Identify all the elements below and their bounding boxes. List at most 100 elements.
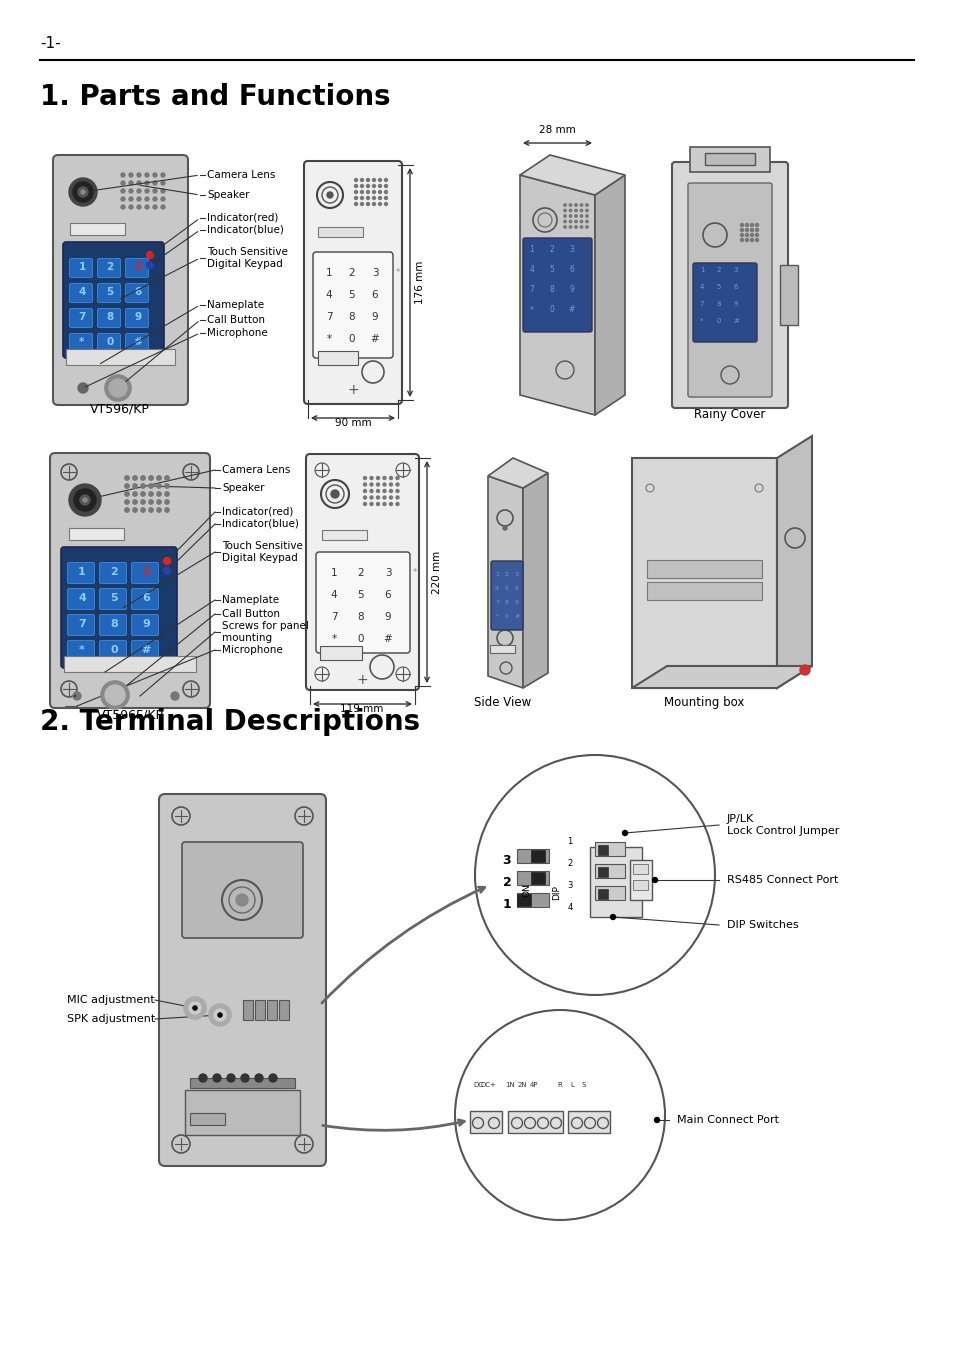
- Circle shape: [750, 223, 753, 226]
- Circle shape: [227, 1074, 234, 1082]
- Circle shape: [74, 489, 96, 510]
- Circle shape: [355, 196, 357, 199]
- Circle shape: [193, 1006, 196, 1010]
- Circle shape: [569, 226, 571, 229]
- Text: 6: 6: [515, 585, 518, 590]
- Circle shape: [161, 181, 165, 185]
- Circle shape: [129, 196, 132, 200]
- Circle shape: [101, 681, 129, 709]
- Text: Speaker: Speaker: [207, 190, 250, 200]
- FancyBboxPatch shape: [70, 309, 92, 328]
- Circle shape: [376, 502, 379, 505]
- Circle shape: [218, 1013, 222, 1017]
- Text: 2: 2: [549, 245, 554, 255]
- Bar: [70, 223, 125, 236]
- Bar: [780, 265, 797, 325]
- Circle shape: [755, 233, 758, 237]
- Text: -1-: -1-: [40, 37, 61, 51]
- Circle shape: [366, 203, 369, 206]
- Bar: [267, 1001, 276, 1020]
- FancyBboxPatch shape: [99, 615, 127, 635]
- Text: VT596/KP: VT596/KP: [90, 402, 150, 414]
- Circle shape: [165, 500, 169, 504]
- Text: Touch Sensitive
Digital Keypad: Touch Sensitive Digital Keypad: [222, 542, 302, 563]
- Circle shape: [125, 500, 129, 504]
- Circle shape: [569, 215, 571, 217]
- Circle shape: [149, 508, 153, 512]
- Text: Indicator(red): Indicator(red): [207, 213, 278, 223]
- Text: Speaker: Speaker: [222, 483, 264, 493]
- Bar: [243, 1001, 253, 1020]
- Circle shape: [378, 179, 381, 181]
- Bar: [595, 864, 624, 877]
- Text: Screws for panel
mounting: Screws for panel mounting: [222, 621, 309, 643]
- Circle shape: [744, 223, 748, 226]
- Text: Nameplate: Nameplate: [222, 594, 279, 605]
- Circle shape: [235, 894, 248, 906]
- Circle shape: [366, 184, 369, 187]
- Circle shape: [137, 196, 141, 200]
- Text: +: +: [347, 383, 358, 397]
- Bar: [598, 867, 607, 877]
- Text: 2: 2: [502, 876, 511, 890]
- FancyBboxPatch shape: [491, 561, 522, 630]
- Circle shape: [141, 508, 145, 512]
- Circle shape: [132, 508, 137, 512]
- Circle shape: [145, 181, 149, 185]
- Circle shape: [137, 204, 141, 209]
- Circle shape: [360, 203, 363, 206]
- Circle shape: [378, 196, 381, 199]
- Circle shape: [147, 261, 153, 268]
- Text: #: #: [141, 645, 151, 655]
- Bar: [646, 561, 761, 578]
- Circle shape: [370, 502, 373, 505]
- Text: Indicator(blue): Indicator(blue): [207, 225, 284, 236]
- Text: 1: 1: [325, 268, 332, 278]
- Circle shape: [579, 221, 582, 222]
- Text: 3: 3: [569, 245, 574, 255]
- Circle shape: [121, 173, 125, 177]
- Text: 5: 5: [716, 284, 720, 290]
- Bar: [517, 849, 548, 862]
- Text: 9: 9: [134, 311, 141, 322]
- Bar: [598, 890, 607, 899]
- Circle shape: [149, 492, 153, 496]
- Bar: [470, 1112, 501, 1133]
- Text: *: *: [413, 569, 416, 578]
- Text: Nameplate: Nameplate: [207, 301, 264, 310]
- Text: 8: 8: [716, 301, 720, 307]
- Text: #: #: [383, 634, 392, 645]
- Text: 4: 4: [325, 290, 332, 301]
- Text: #: #: [568, 306, 575, 314]
- Circle shape: [137, 190, 141, 194]
- FancyBboxPatch shape: [70, 333, 92, 352]
- Text: 0: 0: [504, 613, 508, 619]
- Text: 1: 1: [78, 263, 86, 272]
- Circle shape: [575, 226, 577, 229]
- Circle shape: [145, 173, 149, 177]
- Text: 4: 4: [529, 265, 534, 275]
- Bar: [317, 227, 363, 237]
- Text: 5: 5: [349, 290, 355, 301]
- Circle shape: [152, 181, 157, 185]
- Text: 7: 7: [331, 612, 337, 621]
- Text: 6: 6: [372, 290, 378, 301]
- Text: 3: 3: [567, 880, 572, 890]
- FancyBboxPatch shape: [70, 283, 92, 302]
- Circle shape: [563, 226, 566, 229]
- Circle shape: [129, 190, 132, 194]
- Text: JP/LK
Lock Control Jumper: JP/LK Lock Control Jumper: [726, 814, 839, 835]
- Text: 8: 8: [549, 286, 554, 295]
- Circle shape: [744, 238, 748, 241]
- Text: DIP Switches: DIP Switches: [726, 919, 798, 930]
- Text: Indicator(blue): Indicator(blue): [222, 519, 298, 529]
- FancyBboxPatch shape: [132, 589, 158, 609]
- Text: *: *: [530, 306, 534, 314]
- Circle shape: [165, 508, 169, 512]
- Text: *: *: [495, 613, 498, 619]
- Text: 3: 3: [134, 263, 141, 272]
- Text: 2. Terminal Descriptions: 2. Terminal Descriptions: [40, 708, 419, 737]
- Circle shape: [384, 184, 387, 187]
- Text: 3: 3: [733, 267, 738, 274]
- Text: Microphone: Microphone: [207, 328, 268, 338]
